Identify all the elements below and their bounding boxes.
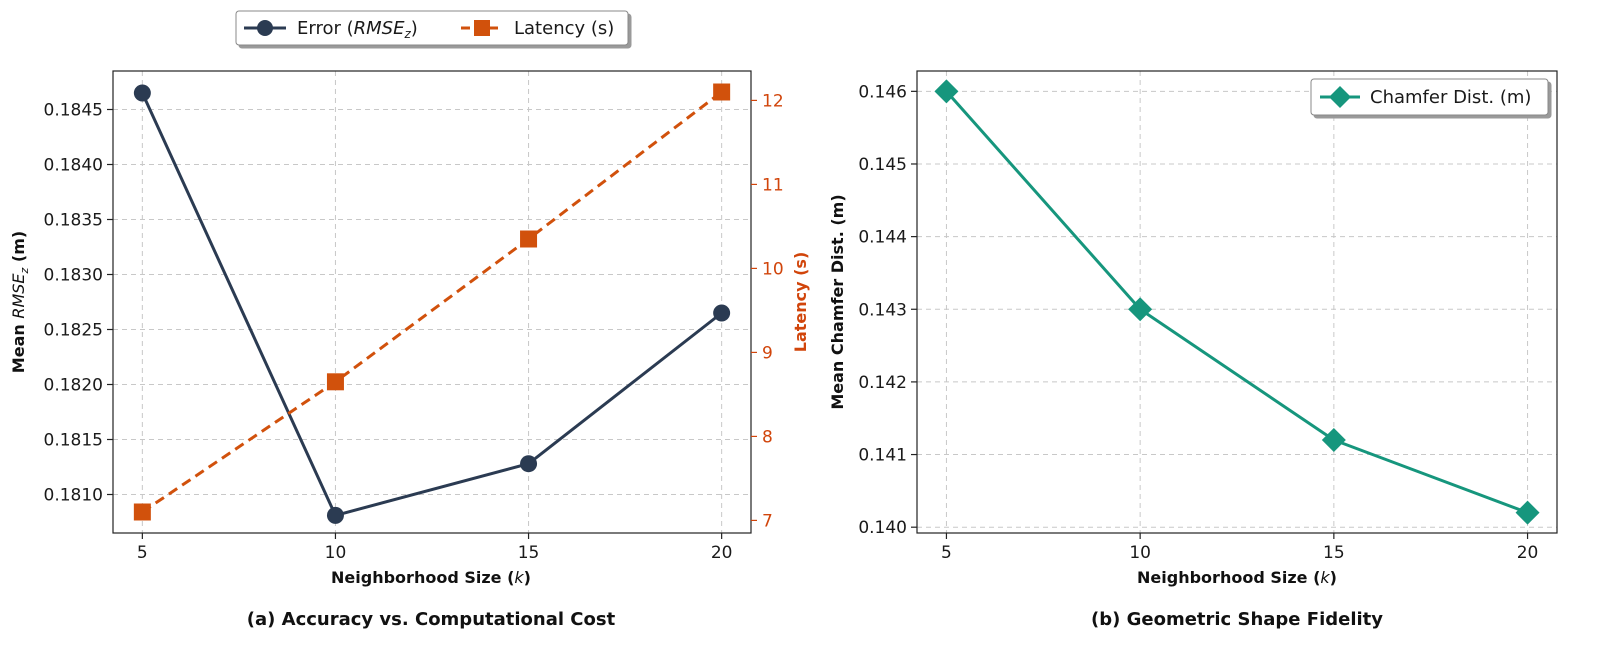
y-tick-label: 0.1825: [44, 321, 103, 341]
y-tick-label: 0.1810: [44, 486, 103, 506]
panel-a-caption: (a) Accuracy vs. Computational Cost: [247, 609, 616, 630]
x-tick-label: 10: [1129, 543, 1151, 563]
panel-b-ylabel: Mean Chamfer Dist. (m): [828, 194, 847, 409]
y-tick-label: 0.1815: [44, 431, 103, 451]
data-point-square: [326, 373, 344, 391]
x-tick-label: 5: [941, 543, 952, 563]
y2-tick-label: 9: [762, 343, 773, 363]
series-line-1: [141, 90, 723, 514]
data-point-diamond: [1515, 500, 1540, 525]
panel-a-xlabel: Neighborhood Size (k): [331, 568, 531, 587]
data-point-diamond: [1128, 297, 1153, 322]
panel-b-plot-frame: [916, 70, 1558, 534]
data-point-circle: [133, 84, 151, 102]
y2-tick-label: 7: [762, 511, 773, 531]
panel-a-y2label: Latency (s): [791, 252, 810, 353]
y-tick-label: 0.1840: [44, 156, 103, 176]
legend-marker-circle: [257, 20, 273, 36]
panel-a-ylabel: Mean RMSEz (m): [9, 231, 31, 373]
panel-b-caption: (b) Geometric Shape Fidelity: [1091, 609, 1383, 630]
y2-tick-label: 11: [762, 175, 784, 195]
y-tick-label: 0.141: [858, 446, 907, 466]
panel-b-xlabel: Neighborhood Size (k): [1137, 568, 1337, 587]
panel-a-plot-frame: [112, 70, 752, 534]
data-point-diamond: [1321, 428, 1346, 453]
svg-text:Chamfer Dist. (m): Chamfer Dist. (m): [1370, 87, 1531, 108]
y-tick-label: 0.146: [858, 82, 907, 102]
y-tick-label: 0.1830: [44, 266, 103, 286]
svg-text:Latency (s): Latency (s): [514, 18, 614, 39]
panel-a-chart: 0.1810 0.1815 0.1820 0.1825 0.1830 0.1835 0.18…: [9, 10, 810, 630]
y2-tick-label: 12: [762, 91, 784, 111]
y-tick-label: 0.144: [858, 228, 907, 248]
legend-marker-square: [474, 20, 490, 36]
data-point-circle: [713, 304, 731, 322]
panel-a-legend: Error (RMSEz) Latency (s): [235, 10, 629, 46]
x-tick-label: 20: [1517, 543, 1539, 563]
x-tick-label: 15: [1323, 543, 1345, 563]
data-point-square: [713, 83, 731, 101]
y-tick-label: 0.142: [858, 373, 907, 393]
x-tick-label: 5: [137, 543, 148, 563]
svg-text:Error (RMSEz): Error (RMSEz): [297, 18, 418, 41]
series-line-0: [945, 90, 1529, 515]
y-tick-label: 0.1835: [44, 211, 103, 231]
data-point-square: [133, 503, 151, 521]
panel-b-chart: 0.140 0.141 0.142 0.143 0.144 0.145 0.146 5 10 1…: [828, 70, 1558, 630]
data-point-diamond: [934, 79, 959, 104]
panel-b-legend: Chamfer Dist. (m): [1310, 78, 1549, 116]
data-point-square: [520, 230, 538, 248]
legend-item-error: Error (RMSEz): [244, 18, 418, 41]
y-tick-label: 0.140: [858, 518, 907, 538]
y-tick-label: 0.143: [858, 300, 907, 320]
y-tick-label: 0.145: [858, 155, 907, 175]
x-tick-label: 15: [518, 543, 540, 563]
y2-tick-label: 10: [762, 259, 784, 279]
series-line-0: [140, 92, 723, 517]
y-tick-label: 0.1845: [44, 101, 103, 121]
legend-item-latency: Latency (s): [461, 18, 614, 39]
legend-marker-diamond: [1329, 86, 1351, 108]
x-tick-label: 10: [325, 543, 347, 563]
y-tick-label: 0.1820: [44, 376, 103, 396]
data-point-circle: [326, 506, 344, 524]
data-point-circle: [520, 455, 538, 473]
y2-tick-label: 8: [762, 427, 773, 447]
x-tick-label: 20: [711, 543, 733, 563]
